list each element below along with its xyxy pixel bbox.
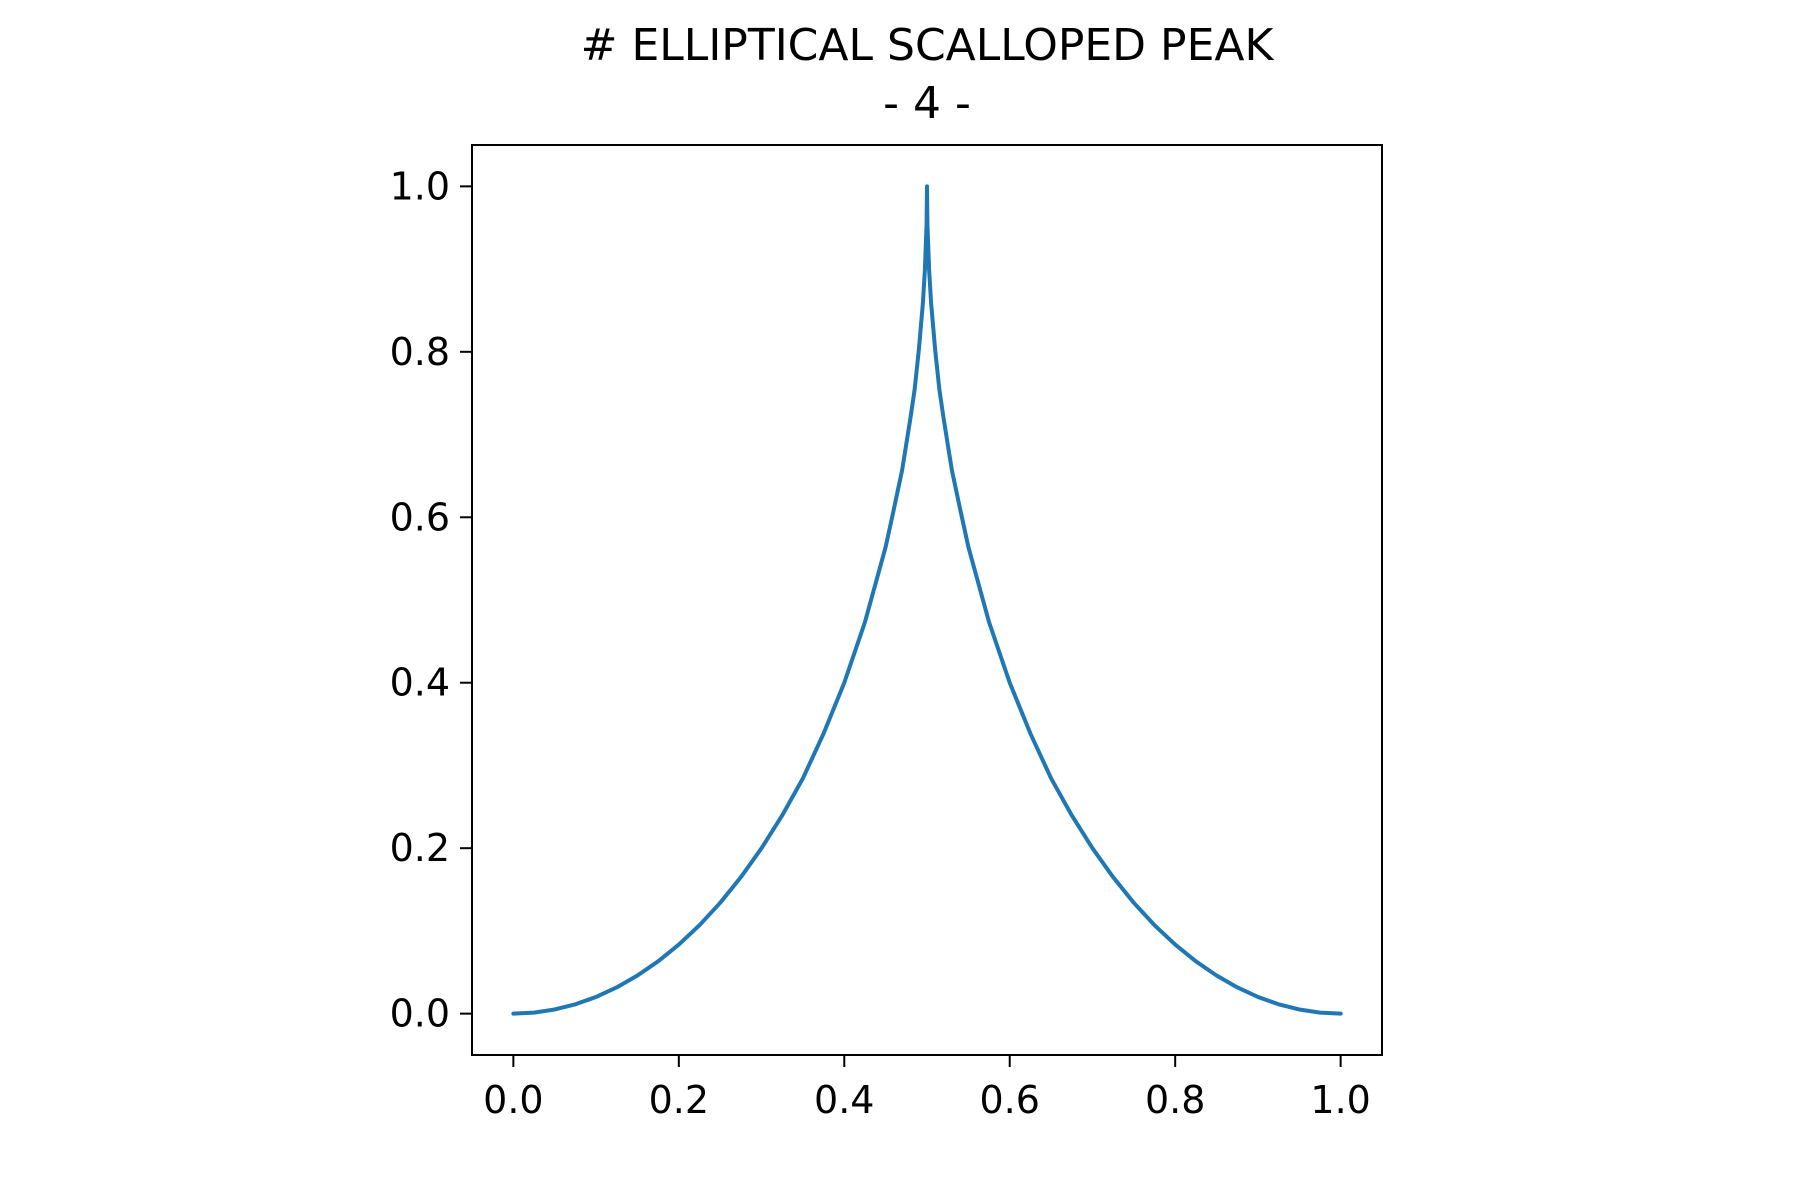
x-tick-label: 0.6 <box>980 1078 1040 1122</box>
chart-title: # ELLIPTICAL SCALLOPED PEAK <box>581 20 1275 71</box>
x-tick-label: 1.0 <box>1310 1078 1370 1122</box>
y-axis-ticks: 0.0 0.2 0.4 0.6 0.8 1.0 <box>390 164 472 1036</box>
chart-subtitle: - 4 - <box>883 78 971 129</box>
series-line <box>511 184 1343 1016</box>
plot-series <box>511 184 1343 1016</box>
y-tick-label: 0.0 <box>390 992 450 1036</box>
y-tick-label: 0.4 <box>390 661 450 705</box>
x-tick-label: 0.0 <box>483 1078 543 1122</box>
x-axis-ticks: 0.0 0.2 0.4 0.6 0.8 1.0 <box>483 1055 1371 1122</box>
y-tick-label: 0.2 <box>390 826 450 870</box>
plot-frame <box>471 144 1383 1056</box>
y-tick-label: 0.8 <box>390 330 450 374</box>
y-tick-label: 1.0 <box>390 164 450 208</box>
x-tick-label: 0.8 <box>1145 1078 1205 1122</box>
x-tick-label: 0.2 <box>649 1078 709 1122</box>
y-tick-label: 0.6 <box>390 495 450 539</box>
x-tick-label: 0.4 <box>814 1078 874 1122</box>
